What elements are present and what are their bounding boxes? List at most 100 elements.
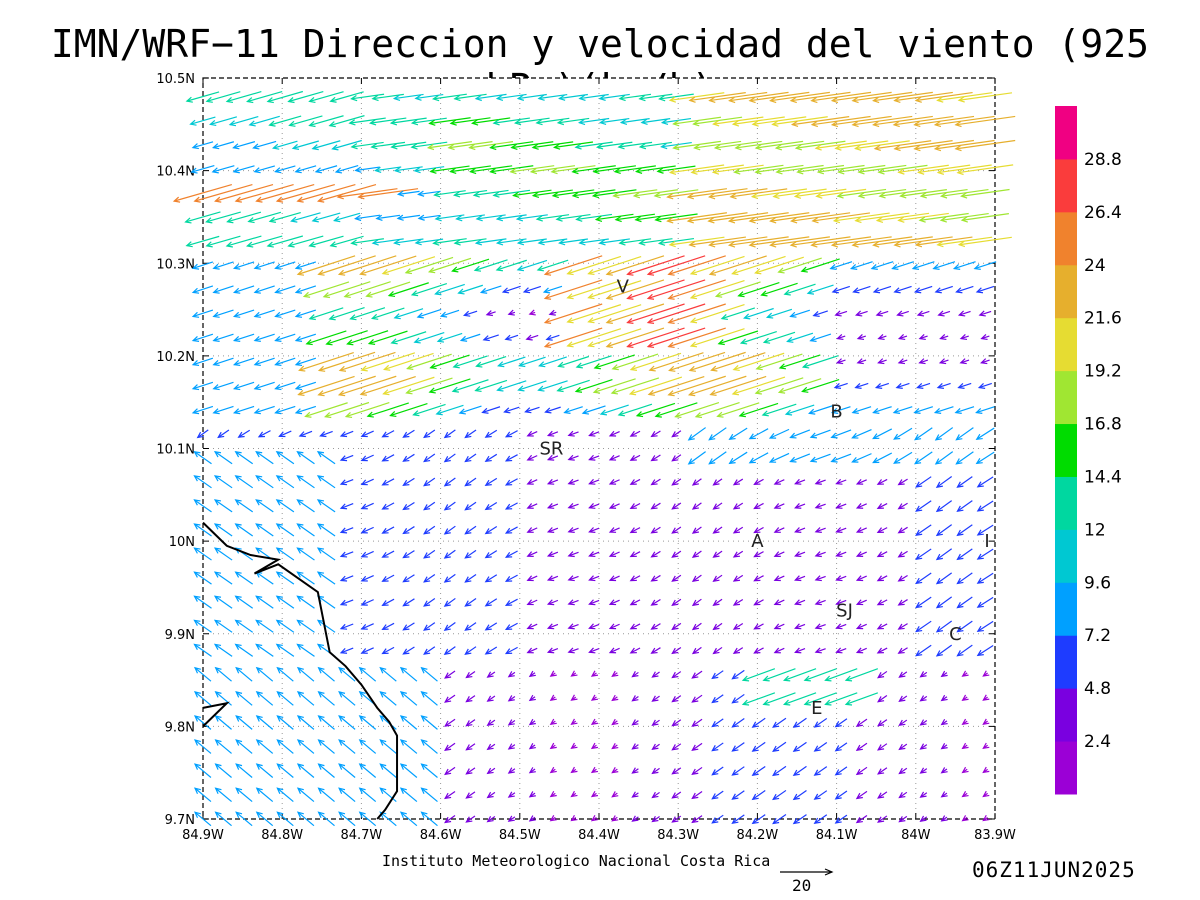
wind-arrow [629, 599, 641, 606]
wind-arrow-shaft [755, 140, 804, 149]
wind-arrow [193, 475, 212, 489]
wind-arrow-head [275, 595, 283, 602]
wind-arrow [543, 327, 603, 349]
wind-arrow-head [546, 430, 555, 437]
wind-arrow-shaft [340, 551, 354, 557]
wind-arrow-head [917, 168, 925, 175]
wind-arrow [593, 354, 635, 370]
wind-arrow-head [593, 363, 601, 370]
wind-arrow [794, 551, 806, 558]
wind-arrow-shaft [226, 91, 262, 103]
wind-arrow-head [504, 455, 513, 462]
wind-arrow [274, 405, 296, 415]
wind-arrow-head [976, 505, 984, 512]
wind-arrow-head [191, 384, 200, 391]
wind-arrow-shaft [421, 715, 438, 730]
wind-arrow-head [851, 241, 859, 248]
wind-arrow-shaft [444, 718, 456, 727]
wind-arrow [588, 478, 600, 485]
wind-arrow-shaft [429, 257, 472, 273]
wind-arrow-shaft [937, 382, 951, 389]
wind-arrow [835, 623, 847, 630]
wind-arrow-head [464, 648, 472, 655]
wind-arrow-shaft [215, 787, 232, 803]
wind-arrow-shaft [752, 765, 766, 776]
wind-arrow-head [654, 216, 662, 223]
wind-arrow [317, 811, 335, 827]
wind-arrow [830, 236, 892, 248]
wind-arrow-head [184, 217, 192, 224]
wind-arrow-head [274, 360, 282, 367]
wind-arrow [657, 237, 695, 246]
wind-arrow-shaft [359, 787, 377, 803]
wind-arrow [590, 718, 599, 726]
wind-arrow [381, 526, 395, 534]
wind-arrow-shaft [490, 141, 534, 149]
wind-arrow [836, 334, 846, 341]
wind-arrow-head [566, 341, 574, 348]
wind-arrow [598, 238, 630, 246]
wind-arrow [754, 164, 804, 175]
wind-arrow-head [714, 291, 723, 298]
wind-arrow [769, 212, 830, 224]
wind-arrow [546, 551, 559, 558]
wind-arrow-head [957, 310, 966, 317]
wind-arrow-head [481, 407, 489, 414]
wind-arrow-shaft [403, 477, 415, 486]
wind-arrow [492, 189, 531, 198]
wind-arrow-shaft [275, 261, 296, 269]
wind-arrow [671, 671, 682, 679]
wind-arrow-head [274, 311, 282, 318]
wind-arrow-head [336, 193, 344, 200]
wind-arrow-head [484, 624, 492, 631]
wind-arrow [877, 358, 887, 365]
wind-arrow-head [381, 600, 389, 606]
reference-vector-arrow [780, 868, 834, 876]
wind-arrow-shaft [214, 451, 233, 465]
wind-arrow-head [760, 290, 768, 297]
wind-arrow-shaft [779, 354, 821, 369]
wind-arrow-head [692, 120, 700, 127]
wind-arrow-shaft [367, 402, 409, 417]
wind-arrow-head [982, 814, 990, 822]
wind-arrow-head [257, 431, 266, 438]
wind-arrow-head [712, 647, 720, 655]
wind-arrow-shaft [414, 166, 445, 172]
wind-arrow-head [792, 817, 800, 825]
wind-arrow-head [782, 699, 791, 706]
wind-arrow-head [360, 455, 368, 462]
wind-arrow [961, 790, 969, 798]
wind-arrow [316, 547, 336, 561]
wind-arrow-head [769, 96, 777, 104]
wind-arrow [359, 376, 416, 396]
wind-arrow-head [816, 168, 825, 175]
wind-arrow [687, 375, 747, 397]
wind-arrow [484, 646, 498, 655]
wind-arrow [484, 429, 498, 438]
wind-arrow-shaft [852, 115, 913, 126]
wind-arrow-head [874, 382, 883, 389]
wind-arrow-head [360, 365, 368, 372]
wind-arrow-head [402, 600, 410, 607]
wind-arrow [872, 285, 892, 294]
wind-arrow [796, 164, 845, 175]
wind-arrow-shaft [297, 255, 356, 275]
wind-arrow-head [546, 478, 555, 485]
wind-arrow-shaft [897, 310, 909, 316]
wind-arrow-shaft [527, 503, 538, 509]
wind-arrow-shaft [444, 646, 456, 655]
wind-arrow-head [314, 167, 323, 174]
wind-arrow-head [646, 293, 655, 300]
wind-arrow-shaft [589, 431, 600, 437]
wind-arrow [712, 116, 764, 127]
wind-arrow [794, 599, 806, 606]
wind-arrow-head [877, 792, 885, 799]
wind-arrow [836, 188, 887, 199]
wind-arrow-shaft [877, 647, 888, 654]
wind-arrow-shaft [423, 525, 436, 535]
wind-arrow-shaft [825, 692, 858, 705]
wind-arrow-head [732, 365, 740, 372]
wind-arrow-shaft [539, 356, 567, 367]
wind-arrow [512, 189, 552, 198]
wind-arrow-shaft [651, 623, 661, 630]
